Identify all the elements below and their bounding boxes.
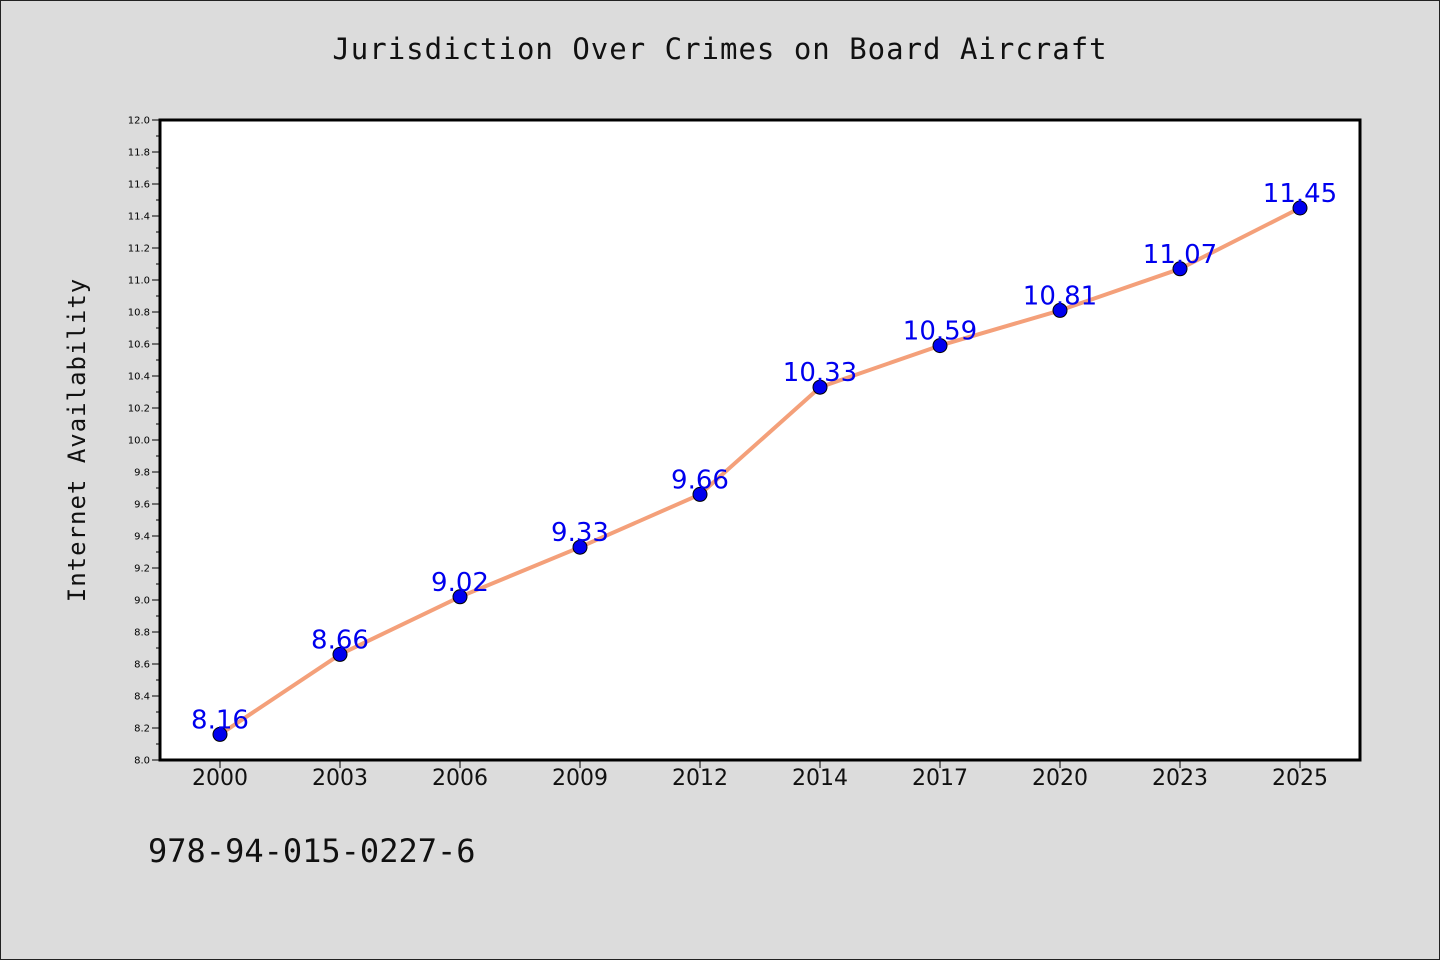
y-tick-label: 11.6 [128, 180, 150, 191]
data-label: 8.66 [311, 625, 369, 655]
y-tick-label: 9.0 [134, 596, 150, 607]
y-tick-label: 9.6 [134, 500, 150, 511]
chart-title: Jurisdiction Over Crimes on Board Aircra… [332, 32, 1108, 66]
y-tick-label: 8.8 [134, 628, 150, 639]
isbn-text: 978-94-015-0227-6 [148, 832, 476, 870]
y-axis-label: Internet Availability [63, 278, 91, 602]
data-point [452, 589, 468, 605]
data-point [812, 379, 828, 395]
data-label: 10.59 [903, 317, 977, 347]
y-tick-label: 9.2 [134, 564, 150, 575]
x-tick-label: 2006 [432, 766, 488, 791]
series-line [218, 206, 1302, 737]
x-tick-label: 2020 [1032, 766, 1088, 791]
x-tick-label: 2009 [552, 766, 608, 791]
y-tick-label: 11.4 [128, 212, 150, 223]
data-label: 8.16 [191, 705, 249, 735]
data-point [1052, 302, 1068, 318]
data-point [1292, 200, 1308, 216]
y-tick-label: 9.4 [134, 532, 150, 543]
x-tick-label: 2000 [192, 766, 248, 791]
y-tick-label: 10.8 [128, 308, 150, 319]
data-point [932, 338, 948, 354]
x-tick-label: 2014 [792, 766, 848, 791]
data-point [692, 486, 708, 502]
y-tick-label: 10.6 [128, 340, 150, 351]
x-tick-label: 2023 [1152, 766, 1208, 791]
data-label: 10.81 [1023, 281, 1097, 311]
data-label: 9.02 [431, 568, 489, 598]
y-tick-label: 8.4 [134, 692, 150, 703]
y-tick-label: 10.0 [128, 436, 150, 447]
y-tick-label: 8.0 [134, 756, 150, 767]
y-tick-label: 11.0 [128, 276, 150, 287]
data-point [572, 539, 588, 555]
x-tick-label: 2017 [912, 766, 968, 791]
y-tick-label: 10.4 [128, 372, 150, 383]
x-tick-label: 2012 [672, 766, 728, 791]
data-point [212, 726, 228, 742]
y-tick-label: 11.8 [128, 148, 150, 159]
data-label: 11.45 [1263, 179, 1337, 209]
data-label: 9.33 [551, 518, 609, 548]
y-tick-label: 12.0 [128, 116, 150, 127]
y-tick-label: 11.2 [128, 244, 150, 255]
y-tick-label: 9.8 [134, 468, 150, 479]
data-label: 11.07 [1143, 240, 1217, 270]
data-label: 9.66 [671, 465, 729, 495]
y-tick-label: 8.2 [134, 724, 150, 735]
data-point [1172, 261, 1188, 277]
y-tick-label: 8.6 [134, 660, 150, 671]
y-tick-label: 10.2 [128, 404, 150, 415]
x-tick-label: 2025 [1272, 766, 1328, 791]
data-point [332, 646, 348, 662]
x-tick-label: 2003 [312, 766, 368, 791]
data-label: 10.33 [783, 358, 857, 388]
